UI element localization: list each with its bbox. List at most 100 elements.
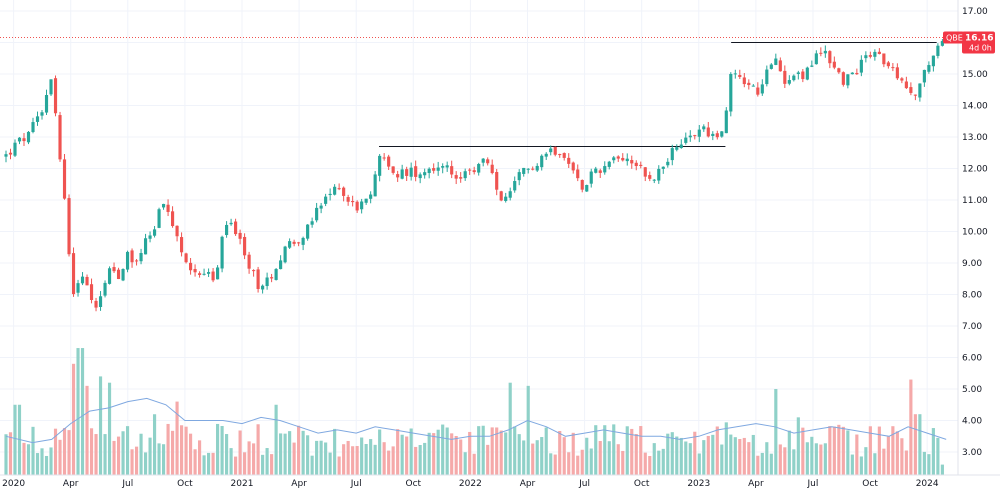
candle-body xyxy=(792,75,796,81)
candle-body xyxy=(103,282,107,296)
volume-bar xyxy=(931,428,935,475)
candle-body xyxy=(161,203,166,208)
volume-bar xyxy=(125,426,130,475)
candle-body xyxy=(927,65,931,72)
volume-bar xyxy=(351,446,355,475)
volume-bar xyxy=(756,455,760,475)
candle-body xyxy=(850,72,854,75)
candle-body xyxy=(823,50,827,54)
candle-body xyxy=(67,198,71,255)
candle-body xyxy=(684,137,688,143)
candle-body xyxy=(616,156,620,159)
volume-bar xyxy=(71,363,76,475)
candle-body xyxy=(202,273,206,275)
candle-body xyxy=(364,198,368,203)
candle-body xyxy=(121,269,125,281)
candle-body xyxy=(828,51,832,64)
volume-bar xyxy=(225,434,229,475)
candle-body xyxy=(468,169,472,171)
volume-bar xyxy=(612,424,616,475)
candle-body xyxy=(522,167,526,174)
candle-body xyxy=(769,64,773,69)
volume-bar xyxy=(558,430,562,475)
candle-body xyxy=(787,80,791,84)
candle-body xyxy=(607,161,611,167)
volume-bar xyxy=(936,437,940,475)
volume-bar xyxy=(706,435,710,475)
price-axis[interactable]: 3.00 4.00 5.00 6.00 7.00 8.00 9.00 10.00 11.00 12… xyxy=(962,7,988,458)
candle-body xyxy=(540,155,544,168)
x-tick-label: 2022 xyxy=(459,479,482,489)
y-tick-label: 11.00 xyxy=(962,196,988,206)
volume-bar xyxy=(576,455,580,475)
candle-body xyxy=(71,253,76,295)
candle-body xyxy=(279,260,283,270)
candle-body xyxy=(855,72,859,75)
volume-bar xyxy=(283,433,287,475)
candle-body xyxy=(499,191,503,201)
volume-bar xyxy=(301,430,305,475)
candle-body xyxy=(598,170,602,173)
volume-bar xyxy=(337,456,341,475)
volume-bar xyxy=(526,385,530,475)
volume-bar xyxy=(85,385,89,475)
candle-body xyxy=(720,131,724,137)
volume-bar xyxy=(121,431,125,475)
candle-body xyxy=(814,53,818,65)
volume-bar xyxy=(396,429,400,475)
candle-body xyxy=(143,238,148,255)
volume-bar xyxy=(247,441,251,475)
volume-bar xyxy=(157,443,161,475)
volume-bar xyxy=(170,430,175,475)
time-axis[interactable]: 2020 Apr Jul Oct 2021 Apr Jul Oct 2022 Apr Jul Oct 2… xyxy=(2,479,939,489)
candle-body xyxy=(85,276,89,286)
x-tick-label: Apr xyxy=(291,479,307,489)
candle-body xyxy=(562,153,566,158)
candle-body xyxy=(337,188,341,190)
volume-bar xyxy=(823,443,827,475)
candle-body xyxy=(733,73,737,75)
candle-body xyxy=(517,172,521,181)
volume-bar xyxy=(868,426,872,475)
candle-body xyxy=(652,179,656,181)
candle-body xyxy=(445,165,449,168)
volume-bar xyxy=(481,425,485,475)
candle-body xyxy=(900,78,904,81)
candle-body xyxy=(909,87,913,93)
candle-body xyxy=(697,129,701,137)
candle-body xyxy=(369,194,373,199)
candle-body xyxy=(405,169,409,176)
volume-bar xyxy=(661,448,665,475)
volume-bar xyxy=(319,440,323,475)
volume-bar xyxy=(796,417,800,475)
candle-body xyxy=(306,224,310,239)
candle-body xyxy=(418,174,422,179)
candle-body xyxy=(139,252,143,262)
candle-body xyxy=(283,246,287,263)
volume-bar xyxy=(8,432,13,475)
volume-bar xyxy=(202,455,206,475)
volume-bar xyxy=(513,426,517,475)
volume-bar xyxy=(778,444,782,475)
volume-bar xyxy=(837,424,841,475)
candle-body xyxy=(513,181,517,191)
candle-body xyxy=(679,144,683,148)
volume-bar xyxy=(846,430,850,475)
candle-body xyxy=(936,45,940,56)
candle-body xyxy=(612,157,616,161)
volume-bar xyxy=(40,448,44,475)
candle-body xyxy=(765,69,769,85)
volume-bar xyxy=(189,433,193,475)
volume-bar xyxy=(80,348,85,475)
volume-bar xyxy=(702,440,706,475)
y-tick-label: 7.00 xyxy=(962,322,982,332)
volume-bar xyxy=(715,426,719,475)
candle-body xyxy=(373,174,377,197)
y-tick-label: 14.00 xyxy=(962,102,988,112)
candle-body xyxy=(387,156,391,167)
candle-body xyxy=(531,168,535,170)
candle-body xyxy=(94,300,98,308)
volume-bar xyxy=(76,348,80,475)
grid-lines xyxy=(0,0,958,475)
volume-bar xyxy=(229,448,233,475)
